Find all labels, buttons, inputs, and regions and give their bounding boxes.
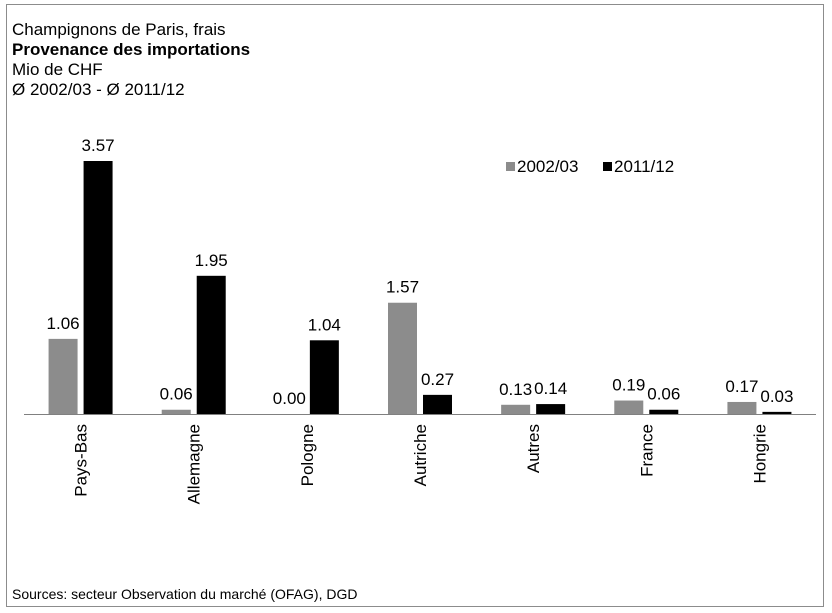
bar-2011-12-5 bbox=[649, 409, 679, 414]
chart-unit: Mio de CHF bbox=[12, 60, 103, 79]
x-tick-label: Pays-Bas bbox=[72, 424, 91, 497]
bar-2011-12-6 bbox=[762, 411, 792, 414]
data-label: 0.19 bbox=[612, 376, 645, 395]
source-note: Sources: secteur Observation du marché (… bbox=[12, 586, 358, 602]
x-tick-label: France bbox=[637, 424, 656, 477]
chart-period: Ø 2002/03 - Ø 2011/12 bbox=[12, 80, 185, 99]
bar-2002-03-3 bbox=[388, 302, 417, 414]
bar-2011-12-1 bbox=[196, 275, 226, 414]
legend-label: 2011/12 bbox=[614, 157, 674, 176]
data-label: 1.57 bbox=[386, 278, 419, 297]
data-label: 3.57 bbox=[82, 136, 115, 155]
data-label: 1.04 bbox=[308, 315, 341, 334]
bar-2011-12-2 bbox=[309, 340, 339, 414]
data-label: 0.00 bbox=[273, 389, 306, 408]
data-label: 0.13 bbox=[499, 380, 532, 399]
data-label: 1.06 bbox=[47, 314, 80, 333]
legend-label: 2002/03 bbox=[517, 157, 578, 176]
data-label: 0.17 bbox=[725, 377, 758, 396]
chart-title: Champignons de Paris, frais bbox=[12, 20, 226, 39]
chart-subtitle: Provenance des importations bbox=[12, 40, 251, 59]
x-tick-label: Autriche bbox=[411, 424, 430, 486]
data-label: 0.06 bbox=[647, 385, 680, 404]
x-tick-label: Pologne bbox=[298, 424, 317, 486]
data-label: 1.95 bbox=[195, 251, 228, 270]
x-tick-label: Autres bbox=[524, 424, 543, 473]
bar-2002-03-1 bbox=[161, 409, 191, 414]
bar-2011-12-0 bbox=[83, 161, 113, 414]
bar-2002-03-5 bbox=[614, 400, 644, 414]
x-tick-label: Hongrie bbox=[750, 424, 769, 484]
data-label: 0.14 bbox=[534, 379, 567, 398]
x-tick-label: Allemagne bbox=[185, 424, 204, 504]
data-label: 0.27 bbox=[421, 370, 454, 389]
data-label: 0.03 bbox=[760, 387, 793, 406]
bar-2011-12-4 bbox=[536, 404, 566, 414]
bar-2002-03-0 bbox=[48, 338, 78, 414]
bar-2002-03-4 bbox=[501, 404, 531, 414]
bar-2002-03-6 bbox=[727, 401, 757, 414]
legend-swatch-2002-03 bbox=[506, 162, 515, 171]
bar-2011-12-3 bbox=[423, 394, 452, 414]
data-label: 0.06 bbox=[160, 385, 193, 404]
legend-swatch-2011-12 bbox=[603, 162, 612, 171]
